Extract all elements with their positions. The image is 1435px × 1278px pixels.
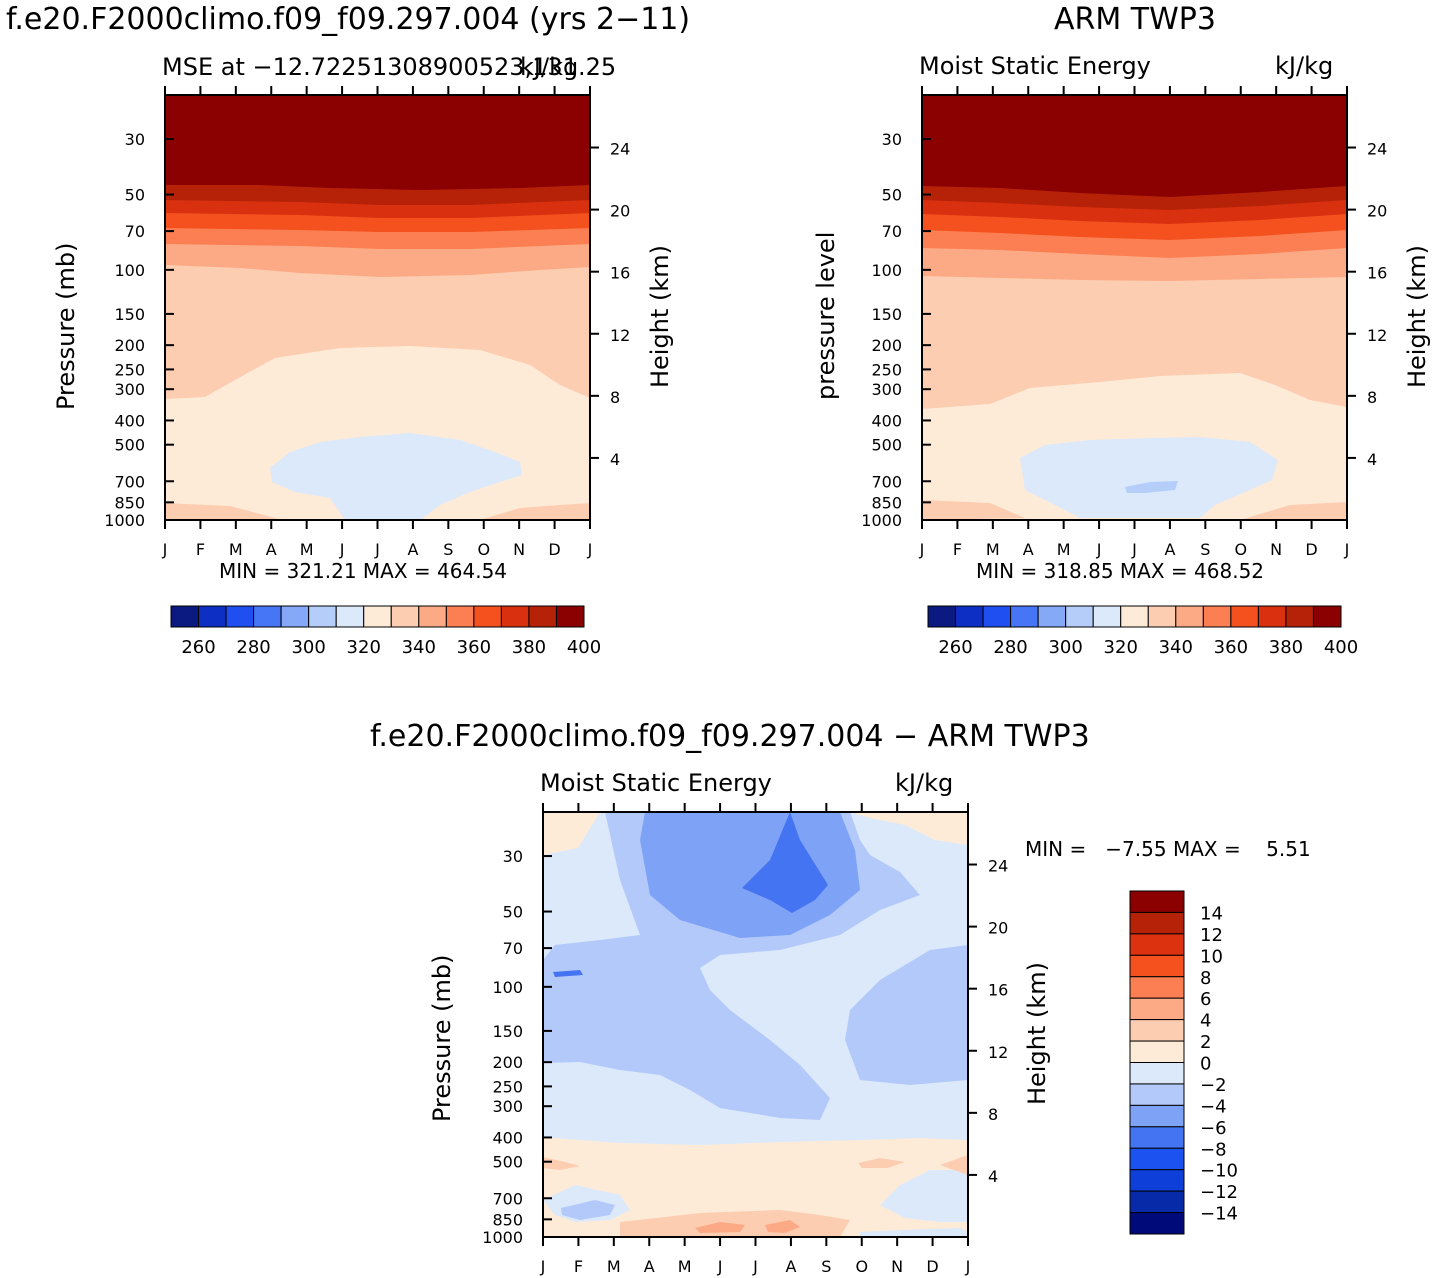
x-tick-label: D <box>548 540 560 559</box>
mse-band-surface-right <box>480 503 590 520</box>
x-tick-label: A <box>266 540 277 559</box>
x-tick-label: M <box>300 540 314 559</box>
y-tick-label: 100 <box>114 261 145 280</box>
y-tick-label: 1000 <box>104 511 145 530</box>
y-tick-label: 30 <box>125 130 145 149</box>
panel2-stats: MIN = 318.85 MAX = 468.52 <box>976 559 1265 583</box>
x-tick-label: S <box>443 540 453 559</box>
panel1-ylabel: Pressure (mb) <box>52 242 80 410</box>
y-tick-label: 850 <box>114 493 145 512</box>
y-tick-label: 400 <box>114 411 145 430</box>
panel3-y2label: Height (km) <box>1023 962 1051 1105</box>
x-tick-label: J <box>162 540 168 559</box>
x-tick-label: N <box>513 540 525 559</box>
panel1-contour-field <box>165 95 590 520</box>
panel3-units: kJ/kg <box>895 769 954 797</box>
y-tick-label: 150 <box>114 305 145 324</box>
panel1-stats: MIN = 321.21 MAX = 464.54 <box>219 559 508 583</box>
y2-tick-label: 24 <box>610 140 630 159</box>
panel1-title: f.e20.F2000climo.f09_f09.297.004 (yrs 2−… <box>6 2 691 37</box>
panel3-subtitle: Moist Static Energy <box>540 769 772 797</box>
y-tick-label: 50 <box>125 186 145 205</box>
panel3-ylabel: Pressure (mb) <box>428 954 456 1122</box>
panel2-title: ARM TWP3 <box>1054 2 1216 37</box>
y-tick-label: 70 <box>125 222 145 241</box>
mse-band-surface-left <box>165 503 280 520</box>
y2-tick-label: 20 <box>610 202 630 221</box>
x-tick-label: J <box>587 540 593 559</box>
y-tick-label: 250 <box>114 360 145 379</box>
y2-tick-label: 4 <box>610 450 620 469</box>
panel1-subtitle: MSE at −12.72251308900523,131.25 <box>162 53 617 81</box>
y2-tick-label: 8 <box>610 388 620 407</box>
panel2-subtitle: Moist Static Energy <box>919 52 1151 80</box>
x-tick-label: A <box>407 540 418 559</box>
y2-tick-label: 12 <box>610 326 630 345</box>
x-tick-label: M <box>229 540 243 559</box>
x-tick-label: J <box>374 540 380 559</box>
panel1-y2label: Height (km) <box>646 245 674 388</box>
panel3-stats: MIN = −7.55 MAX = 5.51 <box>1025 837 1311 861</box>
mse-band-320 <box>270 433 522 520</box>
y-tick-label: 500 <box>114 436 145 455</box>
y-tick-label: 700 <box>114 472 145 491</box>
x-tick-label: J <box>339 540 345 559</box>
panel3-title: f.e20.F2000climo.f09_f09.297.004 − ARM T… <box>370 719 1090 754</box>
panel1-units: kJ/kg <box>520 53 579 81</box>
panel2-y2label: Height (km) <box>1403 245 1431 388</box>
y-tick-label: 300 <box>114 380 145 399</box>
panel2-ylabel: pressure level <box>812 231 840 400</box>
x-tick-label: F <box>196 540 205 559</box>
panel2-units: kJ/kg <box>1275 52 1334 80</box>
y-tick-label: 200 <box>114 336 145 355</box>
x-tick-label: O <box>477 540 490 559</box>
y2-tick-label: 16 <box>610 264 630 283</box>
